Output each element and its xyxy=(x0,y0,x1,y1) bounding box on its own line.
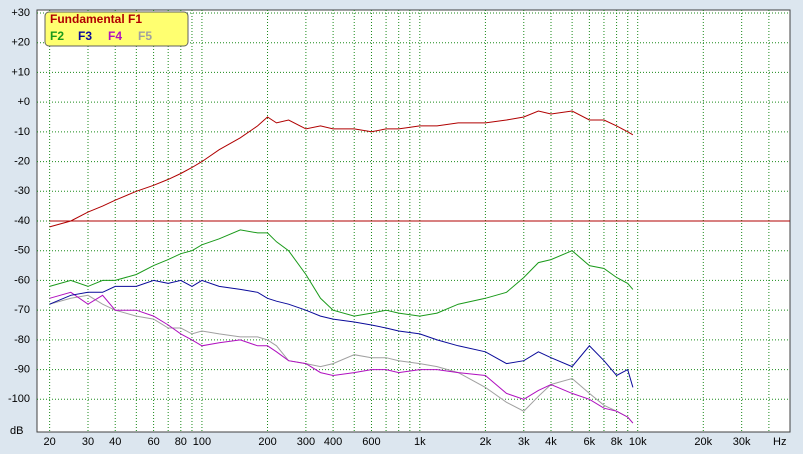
x-tick-label: 30k xyxy=(733,436,751,448)
y-tick-label: -100 xyxy=(8,393,30,405)
x-tick-label: 20 xyxy=(44,436,56,448)
legend: Fundamental F1 F2 F3 F4 F5 xyxy=(44,11,189,47)
legend-box xyxy=(44,11,189,47)
y-tick-label: -40 xyxy=(14,215,30,227)
x-tick-label: 60 xyxy=(147,436,159,448)
legend-entry: F2 xyxy=(50,29,64,43)
x-tick-label: 200 xyxy=(258,436,276,448)
y-tick-label: +10 xyxy=(11,66,30,78)
series-line xyxy=(49,229,634,317)
series-line xyxy=(49,279,634,388)
y-unit: dB xyxy=(10,425,23,437)
x-tick-label: 80 xyxy=(175,436,187,448)
x-tick-label: 4k xyxy=(545,436,557,448)
legend-entry: F4 xyxy=(108,29,122,43)
series-line xyxy=(49,110,634,228)
y-tick-label: -80 xyxy=(14,334,30,346)
unit-box xyxy=(2,424,32,440)
x-tick-label: 6k xyxy=(584,436,596,448)
x-tick-label: 400 xyxy=(324,436,342,448)
x-tick-label: 8k xyxy=(611,436,623,448)
y-tick-label: -20 xyxy=(14,155,30,167)
x-tick-label: 2k xyxy=(480,436,492,448)
y-tick-label: +30 xyxy=(11,7,30,19)
x-tick-label: 30 xyxy=(82,436,94,448)
y-tick-label: -30 xyxy=(14,185,30,197)
x-tick-label: 40 xyxy=(109,436,121,448)
x-tick-label: 600 xyxy=(362,436,380,448)
y-tick-label: -90 xyxy=(14,363,30,375)
x-tick-label: 20k xyxy=(694,436,712,448)
x-unit: Hz xyxy=(773,436,786,448)
y-tick-label: -70 xyxy=(14,304,30,316)
legend-entry: F5 xyxy=(138,29,152,43)
y-tick-label: +0 xyxy=(17,96,30,108)
y-tick-label: -10 xyxy=(14,126,30,138)
y-tick-label: -50 xyxy=(14,245,30,257)
x-tick-label: 10k xyxy=(629,436,647,448)
x-tick-label: 300 xyxy=(297,436,315,448)
legend-entry: Fundamental F1 xyxy=(50,12,142,26)
x-tick-label: 3k xyxy=(518,436,530,448)
x-tick-label: 100 xyxy=(193,436,211,448)
y-tick-label: -60 xyxy=(14,274,30,286)
x-tick-label: 1k xyxy=(414,436,426,448)
legend-entry: F3 xyxy=(78,29,92,43)
series-line xyxy=(49,291,634,424)
y-tick-label: +20 xyxy=(11,37,30,49)
series-line xyxy=(49,294,634,424)
